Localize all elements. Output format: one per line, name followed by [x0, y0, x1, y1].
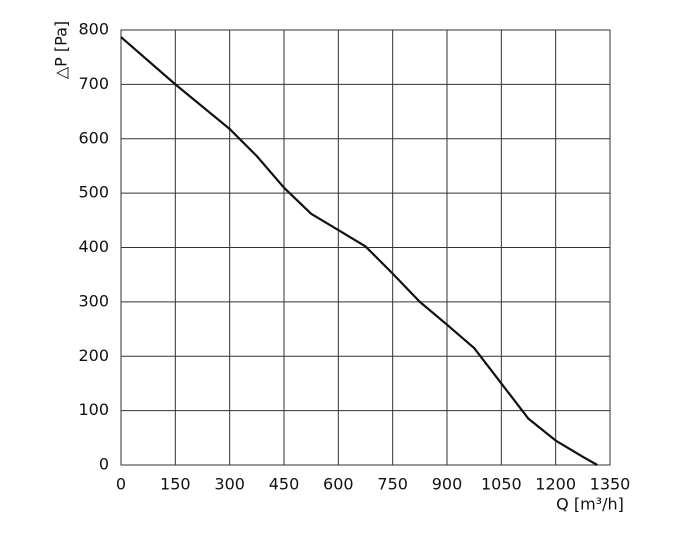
- y-tick-label: 300: [78, 291, 109, 310]
- x-tick-label: 0: [116, 475, 126, 494]
- x-tick-label: 750: [377, 475, 408, 494]
- y-tick-label: 600: [78, 128, 109, 147]
- y-tick-label: 400: [78, 237, 109, 256]
- y-tick-label: 700: [78, 74, 109, 93]
- y-tick-label: 800: [78, 20, 109, 39]
- x-tick-label: 900: [432, 475, 463, 494]
- y-tick-label: 200: [78, 346, 109, 365]
- x-axis-label: Q [m³/h]: [556, 495, 624, 514]
- x-tick-label: 1200: [535, 475, 576, 494]
- x-tick-label: 150: [160, 475, 191, 494]
- x-tick-label: 450: [269, 475, 300, 494]
- x-tick-label: 1350: [590, 475, 631, 494]
- plot-frame: [120, 29, 611, 466]
- x-tick-label: 300: [214, 475, 245, 494]
- curve: [120, 36, 598, 466]
- x-tick-label: 1050: [481, 475, 522, 494]
- y-tick-label: 0: [99, 455, 109, 474]
- y-axis-label: △P [Pa]: [52, 21, 71, 79]
- y-tick-label: 500: [78, 183, 109, 202]
- y-tick-label: 100: [78, 400, 109, 419]
- x-tick-label: 600: [323, 475, 354, 494]
